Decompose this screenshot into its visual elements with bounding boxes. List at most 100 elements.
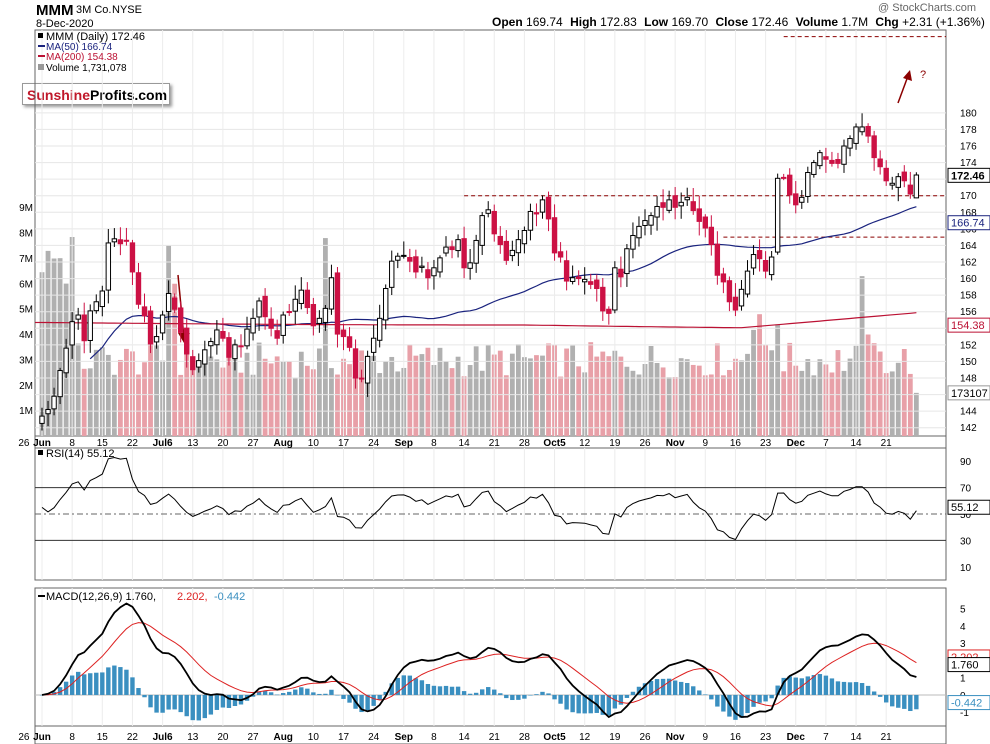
candle-body [370,337,377,353]
last-price-tag-box [947,167,990,183]
candle-body [274,330,280,339]
candle-body [431,267,437,277]
candle-body [425,269,431,279]
candle-body [847,138,853,149]
candle-body [877,158,883,168]
macd-histogram-bar [118,667,123,695]
macd-histogram-bar [299,687,304,695]
x-tick-label-bottom: 12 [579,732,591,743]
candle-body [901,171,907,182]
macd-histogram-bar [896,694,901,708]
legend-ma200: MA(200) 154.38 [46,52,118,63]
candle-body [286,311,292,314]
volume-label: Volume [795,15,839,29]
volume-bar [751,329,756,436]
macd-histogram-bar [377,694,382,700]
candle-body [720,273,727,283]
volume-tag: 173107 [951,388,988,400]
ma50-tag: 166.74 [951,218,985,230]
macd-tag-box [947,657,990,673]
volume-bar [540,355,545,436]
macd-histogram-bar [606,694,612,716]
volume-bar [437,347,443,436]
candle-body [817,152,823,167]
x-tick-label: Jul6 [153,438,173,449]
candle-body [515,239,522,254]
candle-body [334,272,341,335]
price-tick-label: 178 [960,125,977,136]
macd-histogram-bar [516,694,521,700]
candle-body [521,230,528,245]
up-arrow-icon [897,75,909,104]
candle-body [147,310,154,345]
hist-tag: -0.442 [951,698,982,710]
candle-body [316,317,323,324]
macd-histogram-bar [311,692,316,695]
price-tick-label: 168 [960,208,977,219]
macd-histogram-bar [268,692,274,695]
rsi-legend: RSI(14) 55.12 [46,448,114,460]
rsi-tick-label: 30 [960,536,972,547]
macd-histogram-bar [648,680,654,695]
macd-histogram-bar [75,671,81,695]
x-tick-label-bottom: 26 [639,732,651,743]
volume-bar [907,373,913,436]
macd-histogram-bar [540,691,545,695]
candle-body [744,270,751,295]
rsi-tick-label: 10 [960,563,972,574]
macd-legend-main: MACD(12,26,9) 1.760, [46,591,156,603]
candle-body [262,295,268,318]
macd-histogram-bar [564,694,569,710]
candle-body [660,202,666,208]
price-tick-label: 148 [960,374,977,385]
question-mark-annotation: ? [920,69,926,81]
x-tick-label-bottom: 9 [703,732,709,743]
macd-histogram-bar [733,694,738,720]
macd-histogram-bar [721,694,726,712]
candle-body [793,193,799,206]
x-tick-label-bottom: 26 [18,732,30,743]
volume-bar [859,276,865,436]
volume-bar [757,314,762,436]
macd-histogram-bar [884,694,889,703]
price-tick-label: 160 [960,274,977,285]
macd-histogram-bar [805,676,811,695]
candle-body [304,289,311,309]
x-tick-label-bottom: 23 [760,732,772,743]
candle-body [455,239,461,252]
macd-histogram-bar [769,694,774,699]
volume-bar [727,369,732,436]
candle-body [364,355,371,384]
candle-body [575,276,582,280]
legend-price: MMM (Daily) 172.46 [46,31,145,43]
x-tick-label: 24 [368,438,380,449]
candle-body [220,330,226,339]
volume-bar [142,362,147,436]
price-tick-label: 180 [960,108,977,119]
x-tick-label: 22 [127,438,139,449]
close-value: 172.46 [751,15,789,29]
macd-histogram-bar [130,677,135,695]
candle-body [75,314,81,320]
candle-body [226,337,232,358]
x-tick-label: Jun [33,438,51,449]
candle-body [383,288,389,321]
x-tick-label-bottom: 7 [823,732,829,743]
macd-tick-label: 4 [960,622,966,633]
close-label: Close [715,15,749,29]
macd-histogram-bar [908,694,913,712]
x-tick-label: 15 [97,438,109,449]
macd-histogram-bar [317,693,322,695]
candle-body [582,278,588,283]
x-tick-label: 9 [703,438,709,449]
volume-bar [425,347,431,436]
macd-legend-hist: -0.442 [214,591,245,603]
macd-histogram-bar [82,674,87,695]
x-tick-label: 21 [489,438,501,449]
volume-bar [817,359,823,436]
candle-body [419,265,425,268]
candle-body [509,249,516,257]
macd-histogram-bar [437,686,443,695]
x-tick-label-bottom: 15 [97,732,109,743]
candle-body [865,125,871,137]
